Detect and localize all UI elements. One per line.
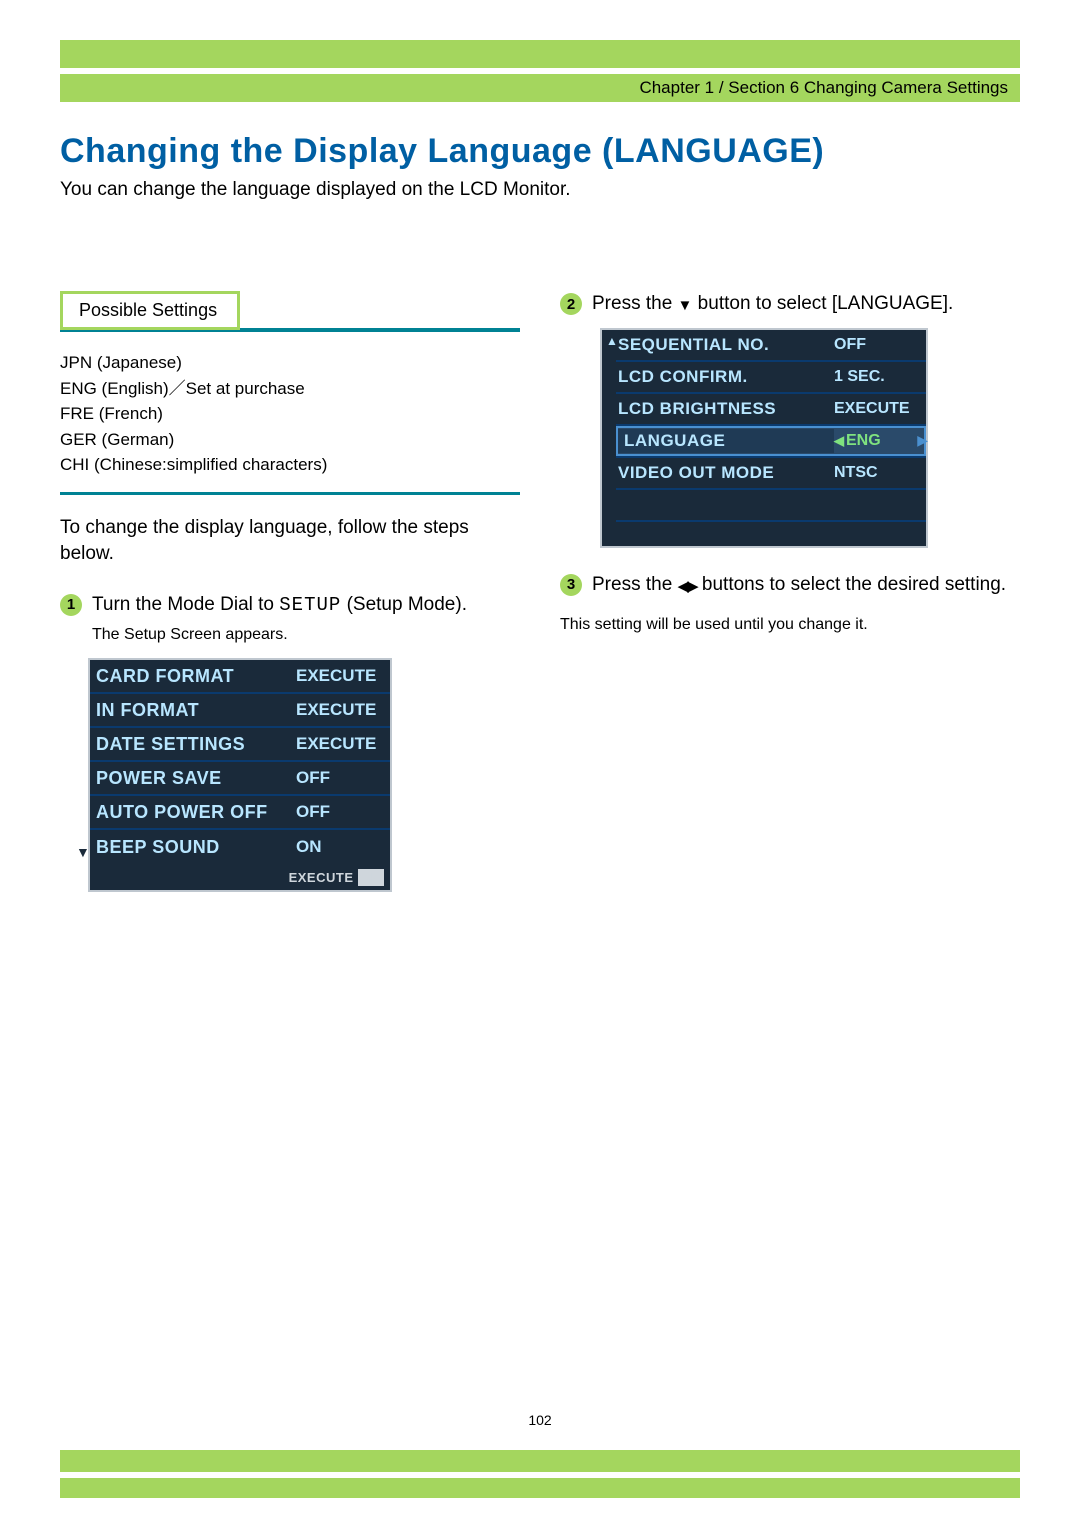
step-2-post: button to select [LANGUAGE].: [692, 293, 953, 314]
setting-option: FRE (French): [60, 401, 520, 427]
scroll-down-icon: ▼: [76, 844, 90, 860]
possible-settings-tab: Possible Settings: [60, 291, 240, 330]
setting-option: JPN (Japanese): [60, 350, 520, 376]
step-3-note: This setting will be used until you chan…: [560, 616, 1020, 634]
lcd-menu-value: NTSC: [834, 464, 920, 482]
lcd-menu-label: LCD CONFIRM.: [618, 367, 834, 387]
page-number: 102: [0, 1412, 1080, 1428]
setting-option: GER (German): [60, 427, 520, 453]
lcd-menu-value: 1 SEC.: [834, 368, 920, 386]
step-3-post: buttons to select the desired setting.: [697, 574, 1006, 595]
lcd-menu-label: CARD FORMAT: [96, 666, 296, 687]
lcd-menu-label: LCD BRIGHTNESS: [618, 399, 834, 419]
step-number-badge: 1: [60, 594, 82, 616]
lcd-menu-value: ON: [296, 837, 384, 857]
possible-settings-list: JPN (Japanese) ENG (English)／Set at purc…: [60, 350, 520, 478]
step-3: 3 Press the ◀▶ buttons to select the des…: [560, 572, 1020, 599]
content-columns: Possible Settings JPN (Japanese) ENG (En…: [60, 291, 1020, 902]
lcd-menu-label: AUTO POWER OFF: [96, 802, 296, 823]
lcd-menu-row: SEQUENTIAL NO.OFF: [616, 330, 926, 362]
setup-mode-label: SETUP: [279, 594, 341, 616]
intro-text: You can change the language displayed on…: [60, 179, 1020, 201]
lcd-menu-row: VIDEO OUT MODENTSC: [616, 458, 926, 490]
instruction-text: To change the display language, follow t…: [60, 515, 520, 568]
lcd-menu-row-selected: LANGUAGE◀ENG▶: [616, 426, 926, 458]
right-arrow-icon: ▶: [917, 432, 928, 449]
step-1-text: Turn the Mode Dial to SETUP (Setup Mode)…: [92, 592, 520, 619]
possible-settings-box: Possible Settings: [60, 291, 520, 332]
lcd-menu-row: CARD FORMATEXECUTE: [90, 660, 390, 694]
ok-icon: OK: [358, 869, 385, 886]
step-2: 2 Press the ▼ button to select [LANGUAGE…: [560, 291, 1020, 318]
lcd-menu-row: DATE SETTINGSEXECUTE: [90, 728, 390, 762]
step-1-sub: The Setup Screen appears.: [92, 626, 520, 644]
right-column: 2 Press the ▼ button to select [LANGUAGE…: [560, 291, 1020, 902]
left-right-arrow-icon: ◀▶: [678, 576, 697, 597]
page-root: Chapter 1 / Section 6 Changing Camera Se…: [0, 0, 1080, 1528]
lcd-menu-row: IN FORMATEXECUTE: [90, 694, 390, 728]
lcd-menu-value: OFF: [296, 768, 384, 788]
lcd-blank-row: [616, 522, 926, 546]
setup-screen-lcd: ▼ CARD FORMATEXECUTEIN FORMATEXECUTEDATE…: [88, 658, 392, 892]
lcd-menu-label: SEQUENTIAL NO.: [618, 335, 834, 355]
bottom-accent-bar: [60, 1478, 1020, 1498]
step-1-pre: Turn the Mode Dial to: [92, 594, 279, 615]
lcd-menu-label: LANGUAGE: [618, 429, 834, 453]
lcd-menu-value: EXECUTE: [296, 734, 384, 754]
language-screen-lcd: ▲ SEQUENTIAL NO.OFFLCD CONFIRM.1 SEC.LCD…: [600, 328, 928, 548]
lcd-footer-execute: EXECUTE: [289, 870, 354, 885]
step-number-badge: 3: [560, 574, 582, 596]
step-2-pre: Press the: [592, 293, 678, 314]
setting-option: ENG (English)／Set at purchase: [60, 376, 520, 402]
top-accent-bar: [60, 40, 1020, 68]
setting-option: CHI (Chinese:simplified characters): [60, 452, 520, 478]
lcd-menu-value: OFF: [296, 802, 384, 822]
step-2-text: Press the ▼ button to select [LANGUAGE].: [592, 291, 1020, 318]
lcd-menu-label: BEEP SOUND: [96, 837, 296, 858]
step-1-post: (Setup Mode).: [341, 594, 467, 615]
lcd-menu-row: AUTO POWER OFFOFF: [90, 796, 390, 830]
breadcrumb-bar: Chapter 1 / Section 6 Changing Camera Se…: [60, 74, 1020, 102]
lcd-menu-row: LCD BRIGHTNESSEXECUTE: [616, 394, 926, 426]
lcd-blank-row: [616, 490, 926, 522]
lcd-menu-label: POWER SAVE: [96, 768, 296, 789]
lcd-menu-value: OFF: [834, 336, 920, 354]
lcd-menu-row: LCD CONFIRM.1 SEC.: [616, 362, 926, 394]
bottom-accent-bar: [60, 1450, 1020, 1472]
section-divider: [60, 492, 520, 495]
lcd-menu-label: IN FORMAT: [96, 700, 296, 721]
lcd-menu-value: EXECUTE: [296, 700, 384, 720]
lcd-footer: EXECUTE OK: [90, 864, 390, 890]
lcd-menu-row: BEEP SOUNDON: [90, 830, 390, 864]
step-number-badge: 2: [560, 293, 582, 315]
step-3-text: Press the ◀▶ buttons to select the desir…: [592, 572, 1020, 599]
page-title: Changing the Display Language (LANGUAGE): [60, 132, 1020, 171]
left-column: Possible Settings JPN (Japanese) ENG (En…: [60, 291, 520, 902]
step-1: 1 Turn the Mode Dial to SETUP (Setup Mod…: [60, 592, 520, 619]
lcd-menu-label: VIDEO OUT MODE: [618, 463, 834, 483]
scroll-up-icon: ▲: [606, 334, 618, 348]
lcd-menu-row: POWER SAVEOFF: [90, 762, 390, 796]
lcd-menu-value: EXECUTE: [834, 400, 920, 418]
left-arrow-icon: ◀: [834, 433, 844, 448]
breadcrumb-text: Chapter 1 / Section 6 Changing Camera Se…: [639, 78, 1008, 98]
step-3-pre: Press the: [592, 574, 678, 595]
lcd-menu-label: DATE SETTINGS: [96, 734, 296, 755]
lcd-menu-value: EXECUTE: [296, 666, 384, 686]
down-arrow-icon: ▼: [678, 295, 693, 316]
lcd-menu-value: ◀ENG: [834, 432, 920, 450]
